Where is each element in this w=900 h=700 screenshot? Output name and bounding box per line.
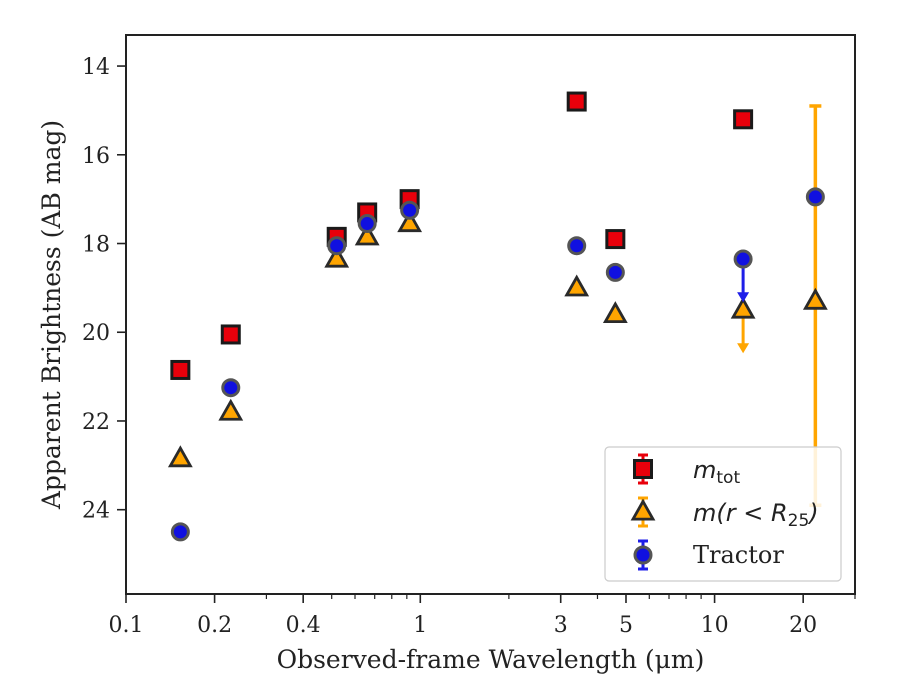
legend-label: mtot [693,456,740,488]
legend-label: Tractor [693,541,784,569]
legend-marker [633,459,653,479]
x-tick-label: 3 [554,613,568,638]
x-axis-label: Observed-frame Wavelength (μm) [277,645,705,674]
x-tick-label: 5 [619,613,633,638]
y-tick-label: 14 [82,55,110,80]
x-tick-label: 10 [701,613,729,638]
data-point [357,214,377,234]
legend-marker [630,498,656,521]
y-tick-label: 18 [82,233,110,258]
data-point [327,236,347,256]
y-tick-label: 16 [82,144,110,169]
legend-entry: m(r < R25) [630,496,819,531]
data-point [170,522,190,542]
legend-entry: Tractor [633,539,784,571]
legend-entry: mtot [633,453,740,488]
y-tick-label: 22 [82,410,110,435]
legend: mtot m(r < R25) Tractor [604,446,842,582]
legend-frame [604,446,842,582]
data-point [566,91,587,112]
y-axis-ticks: 14 16 18 20 22 24 [82,55,126,524]
y-tick-label: 24 [82,499,110,524]
x-tick-label: 1 [413,613,427,638]
data-point [730,296,756,319]
x-tick-label: 20 [789,613,817,638]
data-point [733,109,754,130]
data-point [733,249,753,269]
legend-marker [633,545,653,565]
upper-limit-arrow-head [737,292,750,303]
data-point [324,245,350,268]
data-point [221,378,241,398]
plot-frame [125,34,856,595]
x-tick-label: 0.4 [286,613,321,638]
data-point [167,445,193,468]
data-point [354,223,380,246]
data-point [602,301,628,324]
x-tick-label: 0.1 [109,613,144,638]
data-point [605,229,626,250]
data-point [605,262,625,282]
legend-label: m(r < R25) [693,499,819,531]
data-point [218,398,244,421]
data-point [567,236,587,256]
data-point [805,187,825,207]
data-point [397,210,423,233]
data-point [220,324,241,345]
data-marks [167,91,828,542]
y-tick-label: 20 [82,321,110,346]
x-axis-ticks: 0.1 0.2 0.4 1 3 5 10 20 [109,594,817,638]
data-point [802,287,828,310]
series-tractor [170,187,825,542]
data-point [170,359,191,380]
data-point [564,274,590,297]
x-tick-label: 0.2 [197,613,232,638]
y-axis-label: Apparent Brightness (AB mag) [37,120,66,510]
data-point [400,200,420,220]
upper-limit-arrow-head [737,343,750,354]
